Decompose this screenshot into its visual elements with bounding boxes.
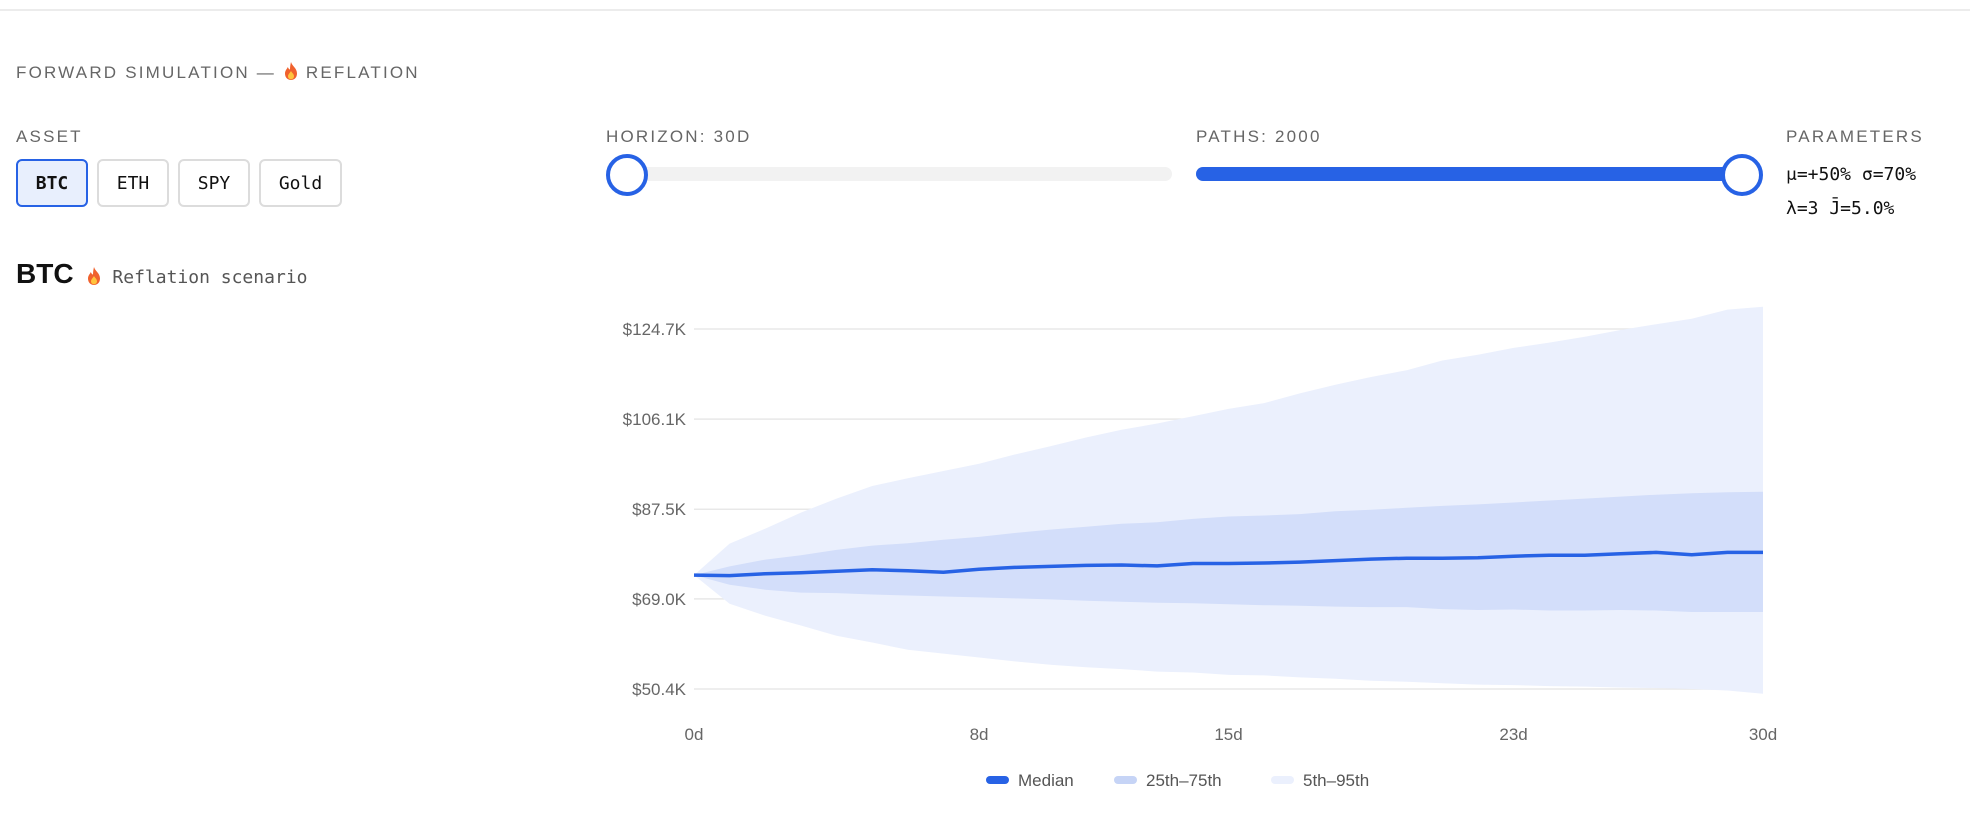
parameters-label: PARAMETERS xyxy=(1786,127,1924,146)
parameters-line-1: μ=+50% σ=70% xyxy=(1786,164,1917,185)
y-tick-label: $124.7K xyxy=(623,320,687,339)
fire-icon xyxy=(284,62,297,80)
chart-heading: BTC Reflation scenario xyxy=(16,258,307,290)
band-25th-75th xyxy=(694,491,1763,612)
paths-slider[interactable] xyxy=(1196,154,1763,196)
x-tick-label: 15d xyxy=(1214,725,1242,744)
x-tick-label: 23d xyxy=(1499,725,1527,744)
y-tick-label: $106.1K xyxy=(623,410,687,429)
horizon-slider-track[interactable] xyxy=(625,167,1172,181)
parameters-line-2: λ=3 J̄=5.0% xyxy=(1786,198,1895,219)
section-title-prefix: FORWARD SIMULATION — xyxy=(16,63,283,82)
paths-slider-fill xyxy=(1196,167,1740,181)
chart-asset-name: BTC xyxy=(16,258,74,289)
horizon-label: HORIZON: 30D xyxy=(606,127,752,146)
fire-icon xyxy=(87,267,100,285)
chart-scenario: Reflation scenario xyxy=(86,266,308,288)
section-title: FORWARD SIMULATION — REFLATION xyxy=(16,61,420,83)
y-tick-label: $50.4K xyxy=(632,680,687,699)
asset-label: ASSET xyxy=(16,127,83,146)
x-tick-label: 30d xyxy=(1749,725,1777,744)
x-tick-label: 8d xyxy=(970,725,989,744)
legend-swatch xyxy=(1114,776,1137,784)
horizon-slider-thumb[interactable] xyxy=(606,154,648,196)
asset-button-gold[interactable]: Gold xyxy=(259,159,342,207)
chart-scenario-text: Reflation scenario xyxy=(112,267,308,288)
horizon-slider[interactable] xyxy=(606,154,1172,196)
y-tick-label: $87.5K xyxy=(632,500,687,519)
top-divider xyxy=(0,9,1970,11)
section-title-regime: REFLATION xyxy=(305,63,420,82)
asset-button-eth[interactable]: ETH xyxy=(97,159,169,207)
asset-button-btc[interactable]: BTC xyxy=(16,159,88,207)
x-tick-label: 0d xyxy=(685,725,704,744)
legend-label: Median xyxy=(1018,771,1074,790)
legend-label: 25th–75th xyxy=(1146,771,1222,790)
parameters-values: μ=+50% σ=70% λ=3 J̄=5.0% xyxy=(1786,158,1916,226)
legend-swatch xyxy=(1271,776,1294,784)
paths-label: PATHS: 2000 xyxy=(1196,127,1322,146)
paths-slider-thumb[interactable] xyxy=(1721,154,1763,196)
asset-button-spy[interactable]: SPY xyxy=(178,159,250,207)
y-tick-label: $69.0K xyxy=(632,590,687,609)
legend-swatch xyxy=(986,776,1009,784)
legend-label: 5th–95th xyxy=(1303,771,1369,790)
asset-selector: BTC ETH SPY Gold xyxy=(16,159,342,207)
median-line xyxy=(693,550,1763,578)
